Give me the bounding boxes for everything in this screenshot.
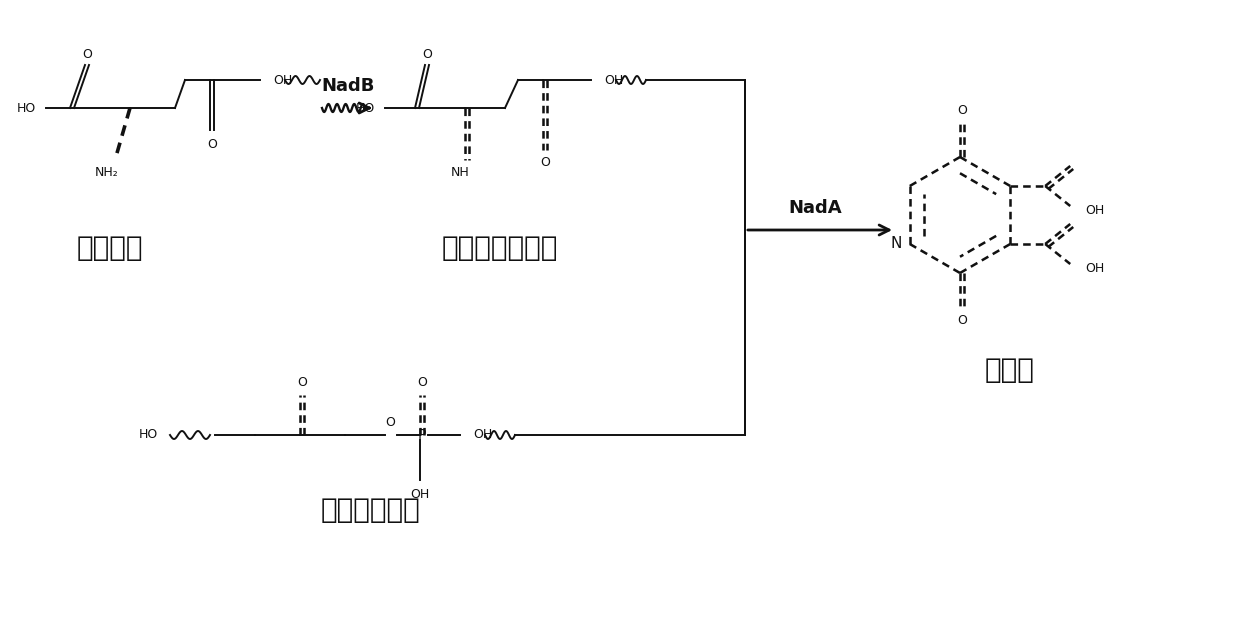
Text: O: O xyxy=(298,376,308,389)
Text: O: O xyxy=(417,376,427,389)
Text: NH: NH xyxy=(450,167,470,180)
Text: O: O xyxy=(957,104,967,117)
Text: OH: OH xyxy=(472,429,492,442)
Text: O: O xyxy=(422,49,432,62)
Text: OH: OH xyxy=(410,487,429,500)
Text: 磷酸二羟丙酮: 磷酸二羟丙酮 xyxy=(320,496,420,524)
Text: O: O xyxy=(541,157,549,170)
Text: OH: OH xyxy=(273,74,293,87)
Text: N: N xyxy=(890,236,901,251)
Text: NH₂: NH₂ xyxy=(95,167,119,180)
Text: 天冬氨酸: 天冬氨酸 xyxy=(77,234,144,262)
Text: O: O xyxy=(207,139,217,152)
Text: NadB: NadB xyxy=(321,77,374,95)
Text: OH: OH xyxy=(1085,205,1105,218)
Text: NadA: NadA xyxy=(789,199,842,217)
Text: P: P xyxy=(418,428,427,442)
Text: OH: OH xyxy=(604,74,624,87)
Text: HO: HO xyxy=(139,429,157,442)
Text: O: O xyxy=(957,313,967,326)
Text: HO: HO xyxy=(356,102,374,114)
Text: OH: OH xyxy=(1085,263,1105,276)
Text: 亚氨基天冬氨酸: 亚氨基天冬氨酸 xyxy=(441,234,558,262)
Text: 喹啉酸: 喹啉酸 xyxy=(985,356,1035,384)
Text: HO: HO xyxy=(17,102,36,114)
Text: O: O xyxy=(386,416,394,429)
Text: O: O xyxy=(82,49,92,62)
